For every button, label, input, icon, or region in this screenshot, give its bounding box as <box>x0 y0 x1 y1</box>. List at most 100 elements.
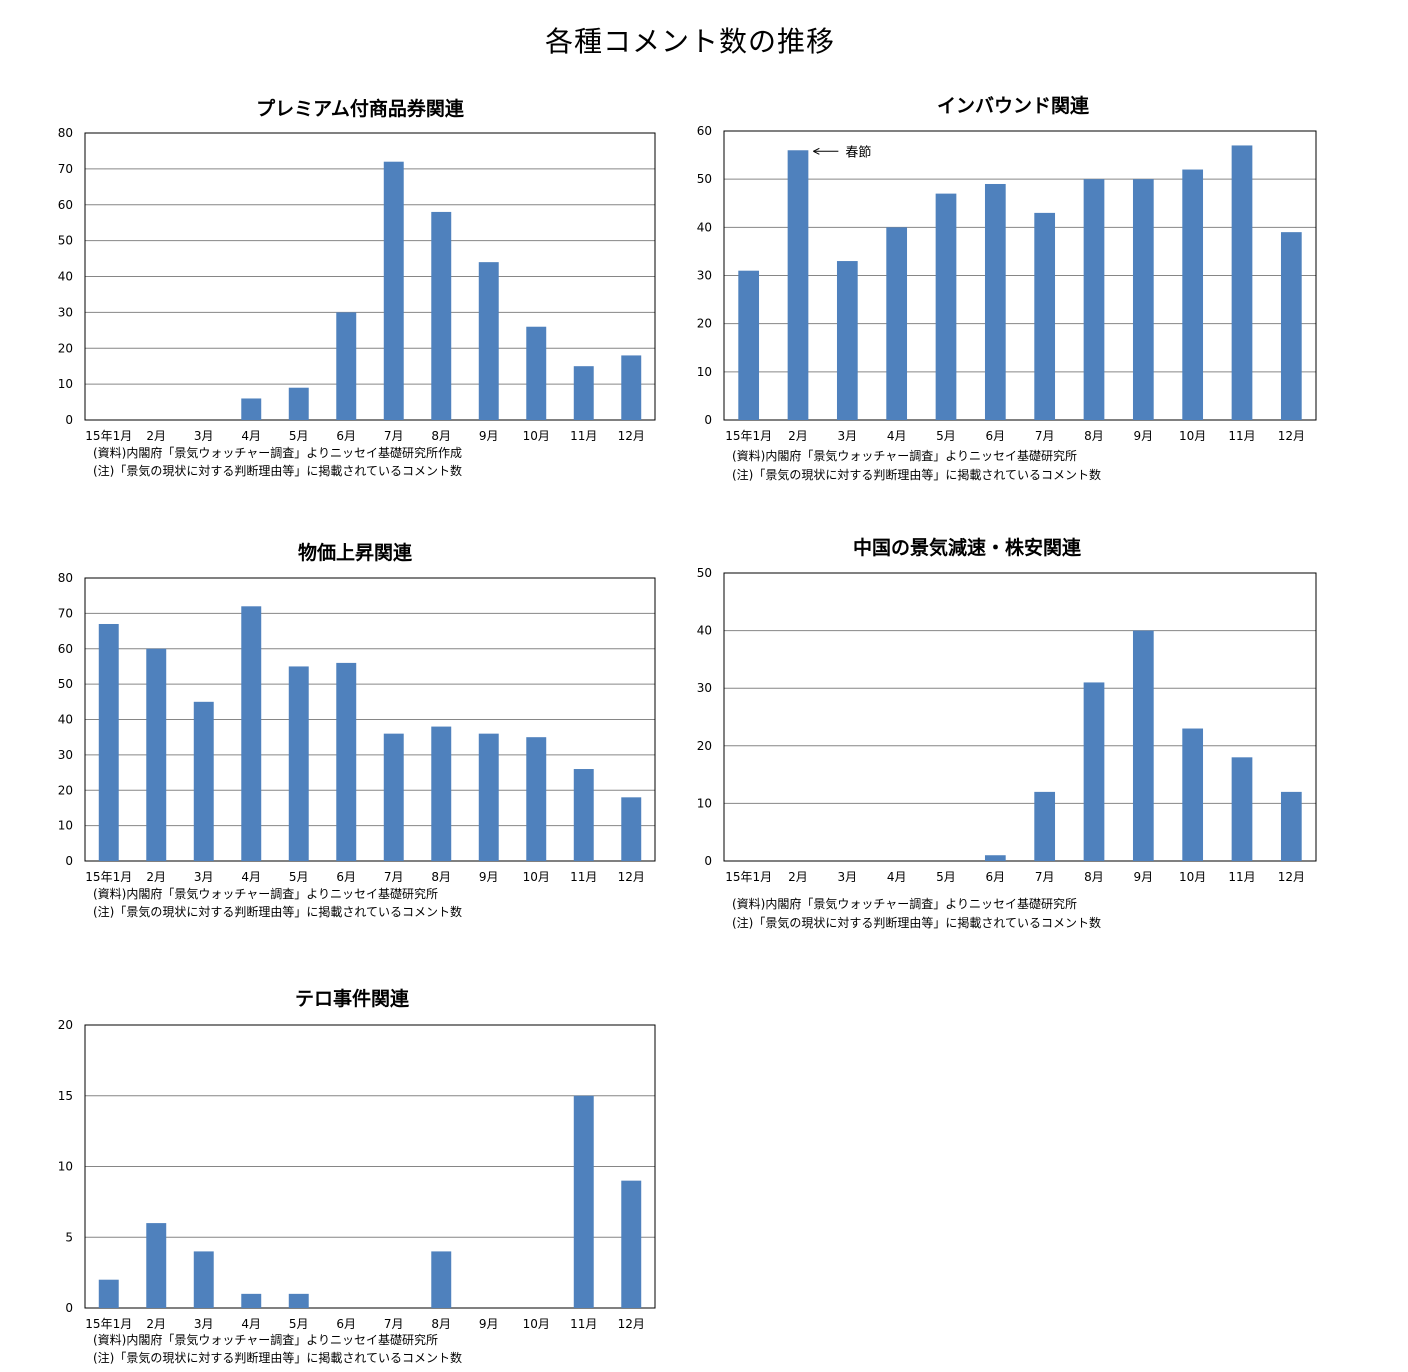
x-tick-label: 11月 <box>1228 870 1255 884</box>
y-tick-label: 0 <box>704 413 712 427</box>
chart-title: インバウンド関連 <box>937 94 1090 117</box>
x-tick-label: 5月 <box>289 429 309 443</box>
y-tick-label: 70 <box>58 606 73 620</box>
x-tick-label: 10月 <box>523 870 550 884</box>
source-note: (注)「景気の現状に対する判断理由等」に掲載されているコメント数 <box>93 904 462 919</box>
x-tick-label: 11月 <box>570 429 597 443</box>
x-tick-label: 2月 <box>146 870 166 884</box>
x-tick-label: 10月 <box>1179 429 1206 443</box>
x-tick-label: 3月 <box>838 870 858 884</box>
x-tick-label: 5月 <box>289 870 309 884</box>
x-tick-label: 15年1月 <box>725 429 772 443</box>
bar <box>1132 630 1154 861</box>
bar <box>1231 757 1253 861</box>
bar <box>1083 179 1105 420</box>
y-tick-label: 0 <box>65 854 73 868</box>
source-note: (注)「景気の現状に対する判断理由等」に掲載されているコメント数 <box>732 915 1101 930</box>
y-tick-label: 40 <box>58 270 73 284</box>
source-note: (注)「景気の現状に対する判断理由等」に掲載されているコメント数 <box>93 1350 462 1365</box>
x-tick-label: 7月 <box>384 429 404 443</box>
bar <box>241 1293 262 1308</box>
source-note: (資料)内閣府「景気ウォッチャー調査」よりニッセイ基礎研究所作成 <box>93 445 462 460</box>
bar <box>383 733 404 861</box>
chart-title: プレミアム付商品券関連 <box>256 97 465 120</box>
bar <box>288 1293 309 1308</box>
y-tick-label: 40 <box>697 220 712 234</box>
chart-svg-terror: テロ事件関連 0 5 10 15 20 15年1月 2月 3月 4月 5月 6月 7月 8月 9月 10月 11… <box>58 987 656 1365</box>
x-tick-label: 15年1月 <box>725 870 772 884</box>
bar <box>1231 145 1253 420</box>
y-tick-label: 10 <box>58 377 73 391</box>
x-tick-label: 12月 <box>1278 429 1305 443</box>
source-note: (資料)内閣府「景気ウォッチャー調査」よりニッセイ基礎研究所 <box>732 448 1077 463</box>
x-tick-label: 8月 <box>1084 870 1104 884</box>
bar <box>1132 179 1154 420</box>
y-tick-label: 20 <box>58 1018 73 1032</box>
x-tick-label: 2月 <box>146 1317 166 1331</box>
y-tick-label: 10 <box>58 819 73 833</box>
y-tick-label: 20 <box>58 783 73 797</box>
bar <box>935 193 957 420</box>
y-tick-label: 40 <box>697 624 712 638</box>
x-tick-label: 9月 <box>479 870 499 884</box>
bar <box>526 326 547 420</box>
bar <box>526 737 547 861</box>
source-note: (資料)内閣府「景気ウォッチャー調査」よりニッセイ基礎研究所 <box>93 886 438 901</box>
bar <box>1182 169 1204 420</box>
x-tick-label: 9月 <box>1134 429 1154 443</box>
x-tick-label: 3月 <box>194 870 214 884</box>
bar <box>288 387 309 420</box>
y-tick-label: 80 <box>58 126 73 140</box>
bar <box>146 648 167 861</box>
bar <box>193 701 214 861</box>
x-tick-label: 12月 <box>618 870 645 884</box>
x-tick-label: 10月 <box>523 429 550 443</box>
plot-area <box>84 1024 656 1309</box>
y-tick-label: 80 <box>58 571 73 585</box>
x-tick-label: 6月 <box>336 870 356 884</box>
chart-title: 物価上昇関連 <box>298 541 413 564</box>
x-tick-label: 7月 <box>384 1317 404 1331</box>
x-tick-label: 15年1月 <box>85 870 132 884</box>
bar <box>336 312 357 420</box>
bar <box>836 261 858 420</box>
x-tick-label: 2月 <box>788 870 808 884</box>
chart-inbound: インバウンド関連 0 10 20 30 40 50 60 15年1月 2月 3月 4月 5月 6月 7月 8月… <box>697 90 1400 490</box>
bar <box>984 183 1006 420</box>
chart-svg-premium-voucher: プレミアム付商品券関連 0 10 20 30 40 50 60 70 80 15年1月 2月 3月 4月 5… <box>58 97 656 478</box>
bar <box>573 769 594 861</box>
plot-area <box>84 132 656 421</box>
bar <box>1034 212 1056 420</box>
x-tick-label: 11月 <box>570 870 597 884</box>
page-title: 各種コメント数の推移 <box>544 25 835 58</box>
y-tick-label: 10 <box>58 1160 73 1174</box>
x-tick-label: 4月 <box>887 870 907 884</box>
y-tick-label: 30 <box>697 681 712 695</box>
x-tick-label: 15年1月 <box>85 1317 132 1331</box>
y-tick-label: 30 <box>697 269 712 283</box>
x-tick-label: 4月 <box>241 870 261 884</box>
bar <box>1182 728 1204 861</box>
y-tick-label: 5 <box>65 1230 73 1244</box>
source-note: (注)「景気の現状に対する判断理由等」に掲載されているコメント数 <box>732 467 1101 482</box>
y-tick-label: 50 <box>58 234 73 248</box>
x-tick-label: 6月 <box>336 429 356 443</box>
x-tick-label: 11月 <box>1228 429 1255 443</box>
x-tick-label: 4月 <box>241 429 261 443</box>
bar <box>984 855 1006 861</box>
bar <box>146 1223 167 1308</box>
source-note: (注)「景気の現状に対する判断理由等」に掲載されているコメント数 <box>93 463 462 478</box>
plot-area <box>723 572 1317 862</box>
chart-premium-voucher: プレミアム付商品券関連 0 10 20 30 40 50 60 70 80 15年1月 2月 3月 4月 5… <box>0 90 700 490</box>
bar <box>98 623 119 861</box>
y-tick-label: 15 <box>58 1089 73 1103</box>
x-tick-label: 11月 <box>570 1317 597 1331</box>
y-tick-label: 50 <box>697 566 712 580</box>
y-tick-label: 50 <box>58 677 73 691</box>
y-tick-label: 70 <box>58 162 73 176</box>
x-tick-label: 8月 <box>431 429 451 443</box>
bar <box>478 733 499 861</box>
bar <box>336 662 357 861</box>
bar <box>621 355 642 420</box>
plot-area <box>723 130 1317 421</box>
